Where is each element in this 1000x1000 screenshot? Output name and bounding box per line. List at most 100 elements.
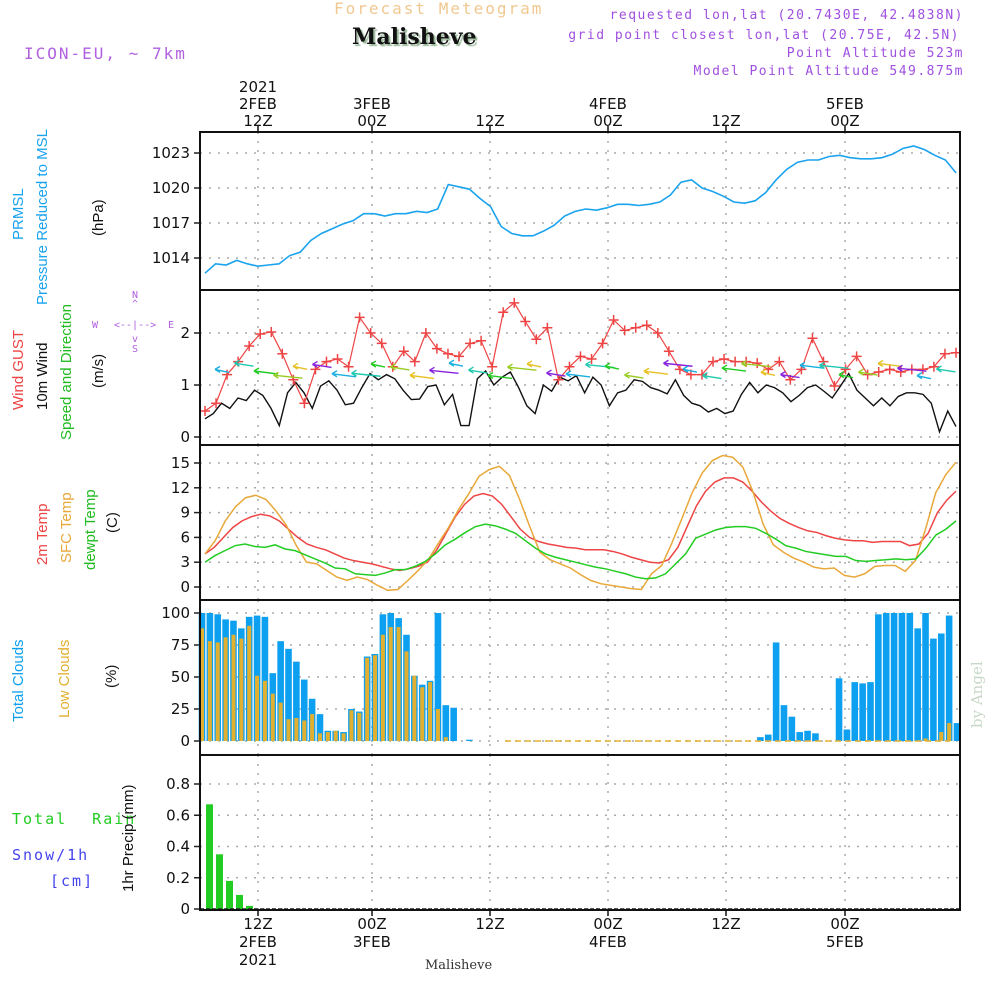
total-clouds-bar xyxy=(442,705,450,741)
gust-marker xyxy=(708,356,719,367)
top-time-label: 12Z xyxy=(475,112,504,130)
wind-direction-arrow xyxy=(253,367,279,375)
wind-direction-arrow xyxy=(234,359,254,367)
low-clouds-bar xyxy=(310,714,315,741)
low-clouds-bar xyxy=(341,733,346,741)
gust-marker xyxy=(431,343,442,354)
sfc-temp-line xyxy=(204,454,957,592)
wind-direction-arrow xyxy=(936,365,956,373)
y-tick-label: 0.2 xyxy=(166,869,190,887)
gust-marker xyxy=(917,364,928,375)
low-clouds-bar xyxy=(239,638,244,741)
gust-marker xyxy=(299,398,310,409)
gust-marker xyxy=(641,320,652,331)
total-clouds-bar xyxy=(300,679,308,741)
low-clouds-bar xyxy=(404,651,409,741)
bottom-time-label: 12Z xyxy=(475,915,504,933)
total-clouds-bar xyxy=(450,707,457,741)
total-clouds-bar xyxy=(764,734,772,741)
wind-direction-arrow xyxy=(546,369,566,377)
gust-marker xyxy=(741,356,752,367)
rain-bar xyxy=(216,854,223,909)
low-clouds-bar xyxy=(380,634,385,741)
wind-direction-arrow xyxy=(526,360,542,368)
rain-bar xyxy=(236,894,243,909)
y-tick-label: 0 xyxy=(180,578,190,596)
wind-direction-arrow xyxy=(487,371,513,380)
wind-direction-arrow xyxy=(741,359,771,368)
gust-marker xyxy=(454,351,465,362)
temp-2m-line xyxy=(204,477,957,572)
low-clouds-bar xyxy=(200,628,204,741)
gust-marker xyxy=(409,356,420,367)
wind-direction-arrow xyxy=(292,362,308,371)
wind-direction-arrow xyxy=(663,359,693,367)
low-clouds-bar xyxy=(365,657,370,741)
compass-rose: N ^ W <--|--> E v S xyxy=(92,290,192,360)
gust-marker xyxy=(442,348,453,359)
low-clouds-bar xyxy=(286,719,291,741)
y-tick-label: 1 xyxy=(180,376,190,394)
gust-marker xyxy=(608,315,619,325)
gust-marker xyxy=(542,322,553,333)
gust-marker xyxy=(211,398,222,409)
bottom-time-label: 2021 xyxy=(239,951,277,969)
gust-marker xyxy=(465,338,476,349)
y-tick-label: 6 xyxy=(180,528,190,546)
wind-direction-arrow xyxy=(682,365,698,373)
y-tick-label: 2 xyxy=(180,324,190,342)
wind-direction-arrow xyxy=(448,359,464,367)
gust-marker xyxy=(873,367,884,377)
total-clouds-bar xyxy=(843,729,851,741)
total-clouds-bar xyxy=(859,683,866,741)
total-clouds-bar xyxy=(466,739,473,741)
low-clouds-bar xyxy=(443,737,448,741)
bottom-time-label: 12Z xyxy=(711,915,740,933)
gust-marker xyxy=(829,381,840,392)
y-tick-label: 3 xyxy=(180,553,190,571)
y-tick-label: 0.4 xyxy=(166,838,190,856)
low-clouds-bar xyxy=(215,642,220,741)
total-clouds-bar xyxy=(757,737,764,741)
gust-marker xyxy=(509,297,520,308)
gust-marker xyxy=(818,356,829,367)
low-clouds-bar xyxy=(396,627,401,741)
bottom-time-label: 4FEB xyxy=(589,933,627,951)
total-clouds-bar xyxy=(937,633,945,741)
compass-arrow-up: ^ xyxy=(132,299,139,310)
total-clouds-bar xyxy=(867,682,874,741)
gust-marker xyxy=(332,354,343,364)
gust-marker xyxy=(200,406,210,416)
low-clouds-bar xyxy=(349,710,354,741)
wind-direction-arrow xyxy=(214,365,230,374)
gust-marker xyxy=(398,346,409,357)
bottom-time-label: 00Z xyxy=(830,915,859,933)
gust-marker xyxy=(807,333,818,344)
gust-marker xyxy=(774,356,785,367)
low-clouds-bar xyxy=(231,634,236,741)
top-time-label: 00Z xyxy=(830,112,859,130)
bottom-time-label: 3FEB xyxy=(353,933,391,951)
grid-point: grid point closest lon,lat (20.75E, 42.5… xyxy=(568,28,960,43)
total-clouds-bar xyxy=(285,648,292,741)
y-tick-label: 1017 xyxy=(152,214,190,232)
total-clouds-bar xyxy=(890,613,898,741)
total-clouds-bar xyxy=(922,613,929,741)
wind-direction-arrow xyxy=(429,366,459,375)
low-clouds-bar xyxy=(947,723,952,741)
y-tick-label: 0 xyxy=(180,732,190,750)
low-clouds-bar xyxy=(278,702,283,741)
gust-marker xyxy=(719,354,730,364)
wind-direction-arrow xyxy=(916,372,932,380)
total-clouds-bar xyxy=(780,705,788,741)
gust-marker xyxy=(663,346,674,357)
gust-marker xyxy=(244,341,255,351)
low-clouds-bar xyxy=(357,712,362,741)
model-altitude: Model Point Altitude 549.875m xyxy=(693,64,964,79)
gust-marker xyxy=(553,374,564,385)
low-clouds-bar xyxy=(247,625,252,741)
gust-marker xyxy=(586,354,597,364)
gust-marker xyxy=(376,338,387,349)
total-clouds-bar xyxy=(906,613,914,741)
wind-direction-arrow xyxy=(799,361,825,369)
